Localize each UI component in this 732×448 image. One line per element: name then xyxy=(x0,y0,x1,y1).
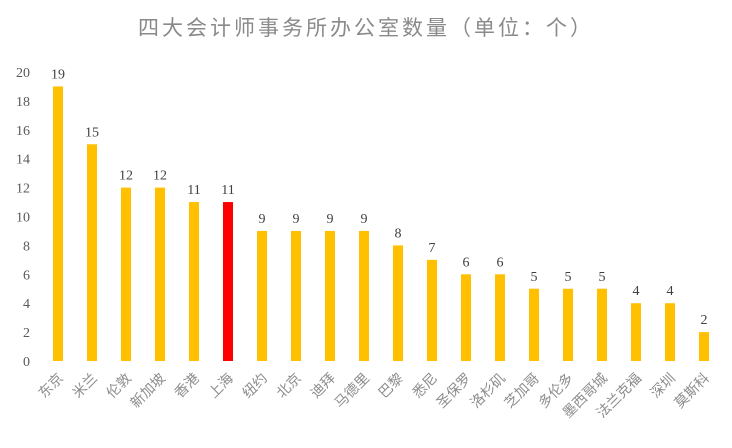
bar xyxy=(665,303,675,361)
data-label: 19 xyxy=(51,67,65,82)
x-tick-label: 新加坡 xyxy=(128,371,169,412)
data-label: 4 xyxy=(667,284,674,299)
data-label: 9 xyxy=(361,212,368,227)
x-tick-label: 纽约 xyxy=(240,371,271,402)
x-tick-label: 北京 xyxy=(274,371,305,402)
x-tick-label: 芝加哥 xyxy=(502,371,543,412)
y-tick-label: 6 xyxy=(23,268,30,283)
data-label: 5 xyxy=(531,270,538,285)
data-label: 5 xyxy=(599,270,606,285)
bar xyxy=(461,274,471,361)
y-tick-label: 12 xyxy=(16,182,30,197)
data-label: 4 xyxy=(633,284,640,299)
bar xyxy=(291,230,301,361)
y-tick-label: 4 xyxy=(23,297,30,312)
bar xyxy=(257,230,267,361)
x-tick-label: 莫斯科 xyxy=(672,371,713,412)
bar xyxy=(87,144,97,361)
y-tick-label: 2 xyxy=(23,326,30,341)
x-tick-label: 圣保罗 xyxy=(434,371,475,412)
bar xyxy=(495,274,505,361)
bar xyxy=(359,230,369,361)
y-tick-label: 0 xyxy=(23,355,30,370)
x-tick-label: 香港 xyxy=(172,371,203,402)
x-tick-label: 米兰 xyxy=(70,371,101,402)
x-tick-label: 巴黎 xyxy=(376,371,407,402)
bar xyxy=(393,245,403,361)
data-label: 11 xyxy=(187,183,200,198)
bar xyxy=(597,288,607,361)
y-tick-label: 8 xyxy=(23,239,30,254)
bar xyxy=(223,202,233,361)
data-label: 12 xyxy=(119,169,133,184)
bar xyxy=(529,288,539,361)
data-label: 6 xyxy=(463,255,470,270)
bar xyxy=(189,202,199,361)
data-label: 2 xyxy=(701,313,708,328)
data-label: 6 xyxy=(497,255,504,270)
data-label: 15 xyxy=(85,125,99,140)
chart-title: 四大会计师事务所办公室数量（单位：个） xyxy=(138,16,594,40)
x-tick-label: 马德里 xyxy=(332,371,373,412)
y-tick-label: 10 xyxy=(16,211,30,226)
bar xyxy=(427,259,437,361)
x-tick-label: 洛杉矶 xyxy=(468,371,509,412)
data-label: 8 xyxy=(395,226,402,241)
bar xyxy=(53,86,63,361)
data-label: 9 xyxy=(293,212,300,227)
bar xyxy=(325,230,335,361)
bar xyxy=(631,303,641,361)
bar xyxy=(121,187,131,361)
data-label: 7 xyxy=(429,241,436,256)
data-label: 9 xyxy=(259,212,266,227)
data-label: 11 xyxy=(221,183,234,198)
y-tick-label: 14 xyxy=(16,153,30,168)
bar xyxy=(699,332,709,361)
x-tick-label: 东京 xyxy=(36,371,67,402)
y-tick-label: 16 xyxy=(16,124,30,139)
y-tick-label: 20 xyxy=(16,66,30,81)
data-label: 5 xyxy=(565,270,572,285)
x-tick-label: 上海 xyxy=(206,371,237,402)
data-label: 9 xyxy=(327,212,334,227)
y-tick-label: 18 xyxy=(16,95,30,110)
bar xyxy=(155,187,165,361)
data-label: 12 xyxy=(153,169,167,184)
bar xyxy=(563,288,573,361)
